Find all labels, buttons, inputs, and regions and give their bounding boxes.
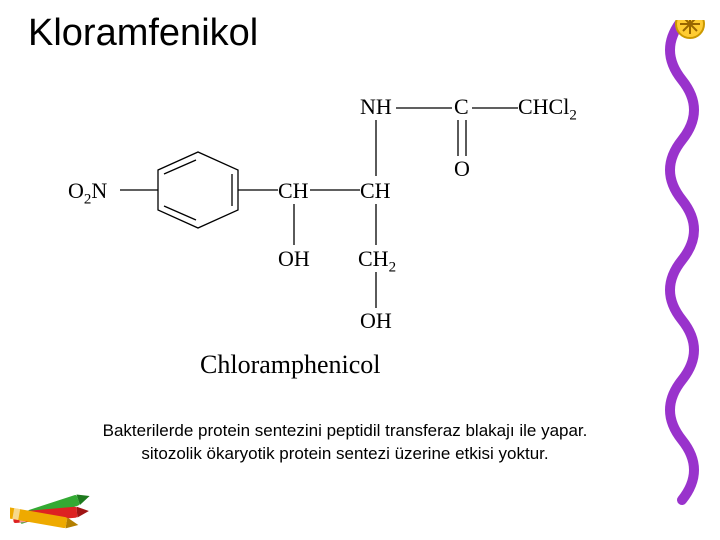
label-oh-left: OH	[278, 246, 310, 272]
crayons-icon	[10, 462, 110, 532]
label-o-double: O	[454, 156, 470, 182]
body-line-2: sitozolik ökaryotik protein sentezi üzer…	[141, 444, 548, 463]
body-line-1: Bakterilerde protein sentezini peptidil …	[103, 421, 588, 440]
label-ch-mid: CH	[360, 178, 391, 204]
structure-caption: Chloramphenicol	[200, 350, 381, 380]
label-nh: NH	[360, 94, 392, 120]
page-title: Kloramfenikol	[28, 12, 258, 55]
chemical-structure: O2N CH CH NH C CHCl2 O OH CH2 OH	[50, 70, 610, 330]
label-oh-bottom: OH	[360, 308, 392, 334]
label-c: C	[454, 94, 469, 120]
label-chcl2: CHCl2	[518, 94, 577, 124]
label-ch2: CH2	[358, 246, 396, 276]
body-text: Bakterilerde protein sentezini peptidil …	[50, 420, 640, 466]
label-o2n: O2N	[68, 178, 107, 208]
label-ch-left: CH	[278, 178, 309, 204]
squiggle-icon	[650, 20, 710, 520]
